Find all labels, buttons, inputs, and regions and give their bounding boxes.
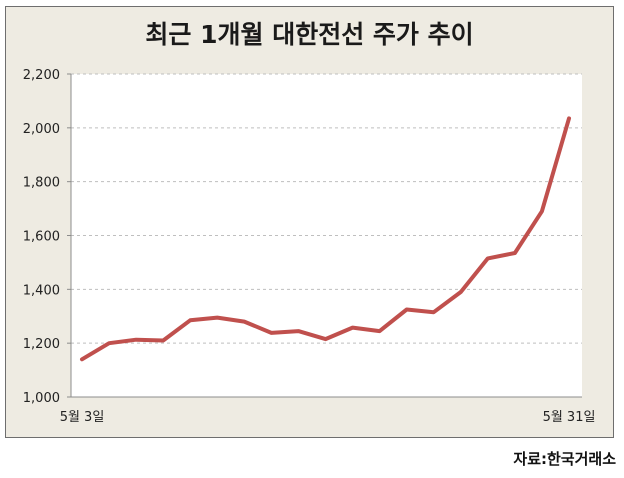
x-tick-label-start: 5월 3일 bbox=[60, 410, 105, 425]
y-tick-label: 1,200 bbox=[23, 337, 60, 352]
y-tick-label: 1,000 bbox=[23, 391, 60, 406]
x-tick-label-end: 5월 31일 bbox=[543, 410, 596, 425]
chart-title: 최근 1개월 대한전선 주가 추이 bbox=[145, 20, 474, 49]
y-tick-label: 1,800 bbox=[23, 176, 60, 191]
series-line bbox=[80, 116, 571, 362]
x-axis-ticks: 5월 3일 5월 31일 bbox=[60, 410, 596, 425]
y-tick-label: 2,000 bbox=[23, 122, 60, 137]
series-layer bbox=[80, 116, 571, 362]
y-tick-label: 1,400 bbox=[23, 283, 60, 298]
y-axis-ticks: 1,000 1,200 1,400 1,600 1,800 2,000 2,200 bbox=[23, 68, 60, 406]
source-note: 자료:한국거래소 bbox=[513, 450, 616, 468]
y-tick-label: 1,600 bbox=[23, 230, 60, 245]
y-tick-label: 2,200 bbox=[23, 68, 60, 83]
gridlines bbox=[67, 73, 582, 398]
